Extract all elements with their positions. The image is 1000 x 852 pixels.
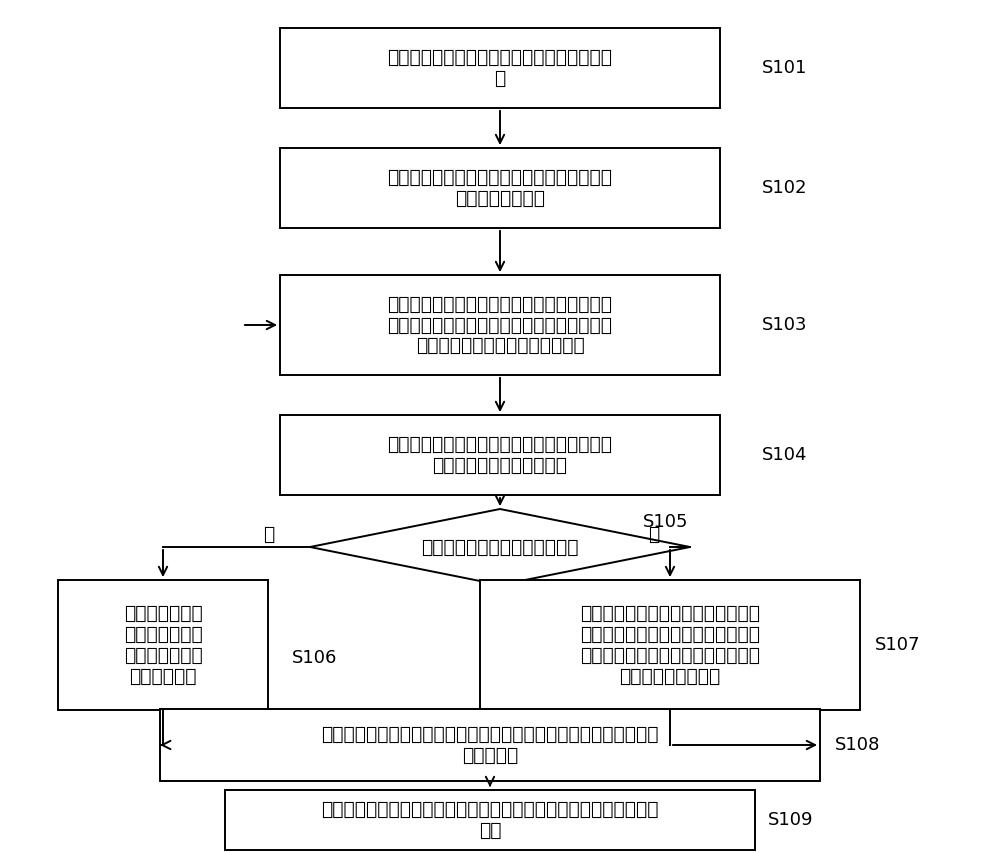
Text: S105: S105 bbox=[643, 513, 688, 531]
Text: 系统的子任务仿真模型的影响因素: 系统的子任务仿真模型的影响因素 bbox=[416, 337, 584, 355]
Text: 利用流体力学、热传学以及自动控制原理确定: 利用流体力学、热传学以及自动控制原理确定 bbox=[388, 435, 612, 454]
Text: 素的预估值修正: 素的预估值修正 bbox=[124, 625, 202, 644]
Text: S108: S108 bbox=[835, 736, 880, 754]
Bar bbox=[225, 790, 755, 850]
Text: S107: S107 bbox=[875, 636, 920, 654]
Text: ，得到所述影响因素的最优值；利用: ，得到所述影响因素的最优值；利用 bbox=[580, 625, 760, 644]
Bar bbox=[280, 28, 720, 108]
Bar bbox=[58, 580, 268, 710]
Text: S102: S102 bbox=[762, 179, 808, 197]
Text: 务仿真模型: 务仿真模型 bbox=[462, 746, 518, 765]
Text: 是: 是 bbox=[263, 525, 274, 544]
Text: 个子任务仿真模型: 个子任务仿真模型 bbox=[455, 189, 545, 208]
Text: S103: S103 bbox=[762, 316, 808, 334]
Text: S106: S106 bbox=[292, 649, 337, 667]
Bar bbox=[480, 580, 860, 710]
Text: 根据所有修正后的子系统的子任务仿真模型确定所述核动力装置的任: 根据所有修正后的子系统的子任务仿真模型确定所述核动力装置的任 bbox=[321, 725, 659, 744]
Text: 利用群体智能优化算法进行参数寻优: 利用群体智能优化算法进行参数寻优 bbox=[580, 604, 760, 623]
Text: 利用修正后的核动力装置的任务仿真模型进行所述核动力装置运行的: 利用修正后的核动力装置的任务仿真模型进行所述核动力装置运行的 bbox=[321, 800, 659, 819]
Text: 否: 否 bbox=[648, 525, 659, 544]
Text: 获取核动力装置中每一个子系统的实际运行数: 获取核动力装置中每一个子系统的实际运行数 bbox=[388, 48, 612, 67]
Text: S101: S101 bbox=[762, 59, 807, 77]
Text: S109: S109 bbox=[768, 811, 814, 829]
Bar bbox=[160, 709, 820, 781]
Text: 利用所述影响因: 利用所述影响因 bbox=[124, 604, 202, 623]
Text: 所述影响因素的预估值为修正值: 所述影响因素的预估值为修正值 bbox=[421, 538, 579, 556]
Text: 所述影响因素的最优值修正所述子系: 所述影响因素的最优值修正所述子系 bbox=[580, 646, 760, 665]
Text: 每一所述影响因素的预估值: 每一所述影响因素的预估值 bbox=[432, 456, 568, 475]
Polygon shape bbox=[310, 509, 690, 585]
Text: 数据与所述实际运行数据的偏差，确定所述子: 数据与所述实际运行数据的偏差，确定所述子 bbox=[388, 315, 612, 335]
Bar bbox=[280, 275, 720, 375]
Text: S104: S104 bbox=[762, 446, 808, 464]
Text: 任务仿真模型: 任务仿真模型 bbox=[129, 667, 197, 686]
Bar bbox=[280, 415, 720, 495]
Text: 仿真: 仿真 bbox=[479, 821, 501, 840]
Text: 根据所述子系统的子任务仿真模型的仿真运行: 根据所述子系统的子任务仿真模型的仿真运行 bbox=[388, 295, 612, 314]
Text: 根据所述实际运行数据构建对应的子系统的多: 根据所述实际运行数据构建对应的子系统的多 bbox=[388, 168, 612, 187]
Text: 据: 据 bbox=[494, 69, 506, 88]
Text: 所述子系统的子: 所述子系统的子 bbox=[124, 646, 202, 665]
Text: 统的子任务仿真模型: 统的子任务仿真模型 bbox=[619, 667, 721, 686]
Bar bbox=[280, 148, 720, 228]
